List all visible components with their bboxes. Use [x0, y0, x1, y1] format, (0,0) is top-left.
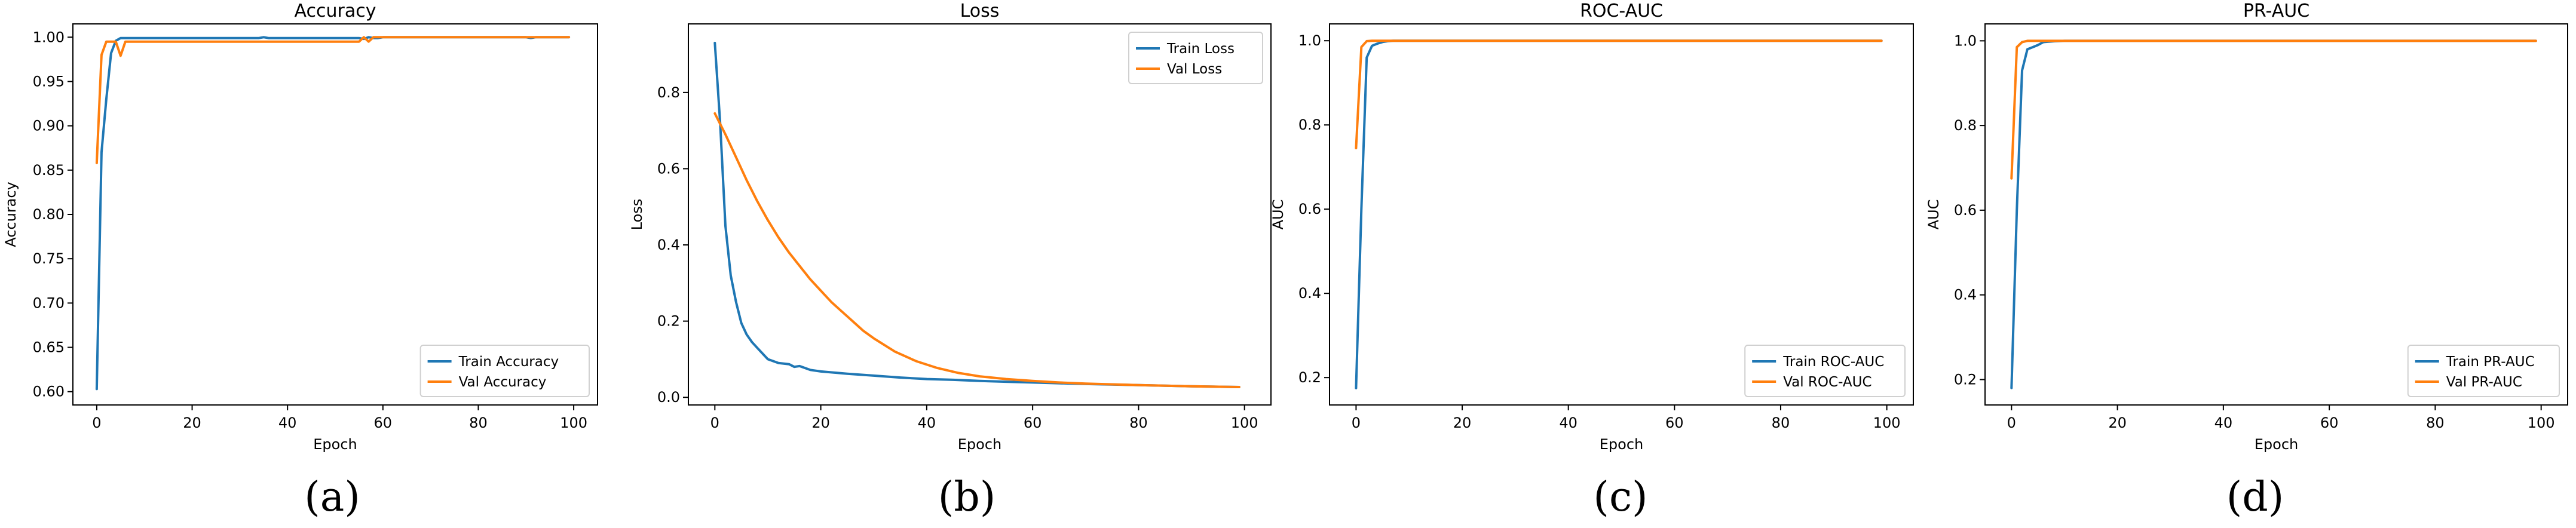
y-tick-label: 0.2 — [1298, 369, 1321, 386]
chart-panel-d: PR-AUC 0 20 40 60 80 100 0.2 0.4 0.6 0.8 1.0 Epoch AU… — [1925, 1, 2568, 521]
y-tick-label: 0.75 — [33, 250, 65, 267]
legend-box — [419, 345, 590, 397]
y-tick-label: 1.00 — [33, 29, 65, 45]
x-axis-label: Epoch — [2255, 436, 2299, 453]
x-tick-label: 100 — [1231, 415, 1258, 431]
y-tick-label: 0.0 — [657, 389, 680, 406]
y-tick-label: 0.6 — [1298, 201, 1321, 217]
legend-box — [2407, 345, 2560, 397]
y-tick-label: 1.0 — [1954, 32, 1977, 49]
x-tick-label: 0 — [1352, 415, 1361, 431]
panel-letter: (a) — [304, 474, 360, 521]
y-tick-label: 0.8 — [657, 84, 680, 101]
legend-box — [1128, 32, 1263, 84]
x-tick-label: 80 — [1129, 415, 1148, 431]
chart-title: PR-AUC — [2243, 1, 2309, 22]
y-tick-label: 0.70 — [33, 294, 65, 311]
legend-label-val: Val Loss — [1167, 62, 1222, 77]
y-tick-label: 0.8 — [1298, 116, 1321, 133]
x-tick-label: 100 — [1873, 415, 1901, 431]
chart-title: Accuracy — [295, 1, 376, 22]
y-axis-label: AUC — [1270, 199, 1287, 230]
x-tick-label: 0 — [710, 415, 719, 431]
series-line-val — [713, 112, 1240, 388]
y-tick-label: 0.4 — [1954, 287, 1977, 303]
x-tick-label: 100 — [2528, 415, 2555, 431]
series-line-val — [2010, 39, 2537, 180]
x-tick-label: 80 — [1772, 415, 1790, 431]
x-axis-label: Epoch — [313, 436, 357, 453]
legend: Train ROC-AUC Val ROC-AUC — [1744, 345, 1906, 397]
panel-letter: (b) — [938, 474, 996, 521]
x-tick-label: 80 — [2426, 415, 2445, 431]
y-tick-label: 0.85 — [33, 162, 65, 179]
legend-label-train: Train Accuracy — [458, 354, 559, 370]
x-tick-label: 60 — [2320, 415, 2339, 431]
y-tick-label: 0.6 — [1954, 202, 1977, 219]
y-tick-label: 0.6 — [657, 160, 680, 177]
chart-panel-b: Loss 0 20 40 60 80 100 0.0 0.2 0.4 0.6 0.8 Epoch Loss… — [629, 1, 1272, 521]
legend: Train Loss Val Loss — [1128, 32, 1263, 84]
x-tick-label: 80 — [469, 415, 488, 431]
plot-frame — [688, 23, 1272, 406]
plot-frame — [1329, 23, 1914, 406]
legend-label-val: Val Accuracy — [459, 374, 547, 390]
y-axis-label: Loss — [629, 199, 645, 231]
y-axis-label: AUC — [1925, 199, 1942, 230]
x-tick-label: 40 — [2214, 415, 2233, 431]
y-tick-label: 0.4 — [657, 237, 680, 253]
series-line-val — [95, 36, 571, 164]
y-axis-label: Accuracy — [2, 182, 19, 247]
x-tick-label: 0 — [92, 415, 101, 431]
chart-title: Loss — [960, 1, 1000, 22]
y-tick-label: 1.0 — [1298, 32, 1321, 49]
legend-box — [1744, 345, 1906, 397]
x-tick-label: 60 — [1665, 415, 1684, 431]
series-line-train — [95, 36, 571, 391]
x-tick-label: 60 — [374, 415, 393, 431]
y-tick-label: 0.2 — [1954, 371, 1977, 388]
x-tick-label: 40 — [278, 415, 297, 431]
y-tick-label: 0.4 — [1298, 285, 1321, 302]
chart-title: ROC-AUC — [1580, 1, 1663, 22]
y-tick-label: 0.2 — [657, 313, 680, 330]
x-tick-label: 20 — [1453, 415, 1472, 431]
x-tick-label: 20 — [811, 415, 830, 431]
series-line-train — [713, 41, 1240, 388]
legend: Train PR-AUC Val PR-AUC — [2407, 345, 2560, 397]
y-tick-label: 0.8 — [1954, 117, 1977, 134]
legend-label-train: Train PR-AUC — [2446, 354, 2535, 370]
legend-label-train: Train ROC-AUC — [1782, 354, 1884, 370]
legend-label-train: Train Loss — [1166, 41, 1235, 57]
panel-letter: (d) — [2226, 474, 2284, 521]
legend-label-val: Val ROC-AUC — [1783, 374, 1871, 390]
y-tick-label: 0.95 — [33, 73, 65, 90]
chart-panel-c: ROC-AUC 0 20 40 60 80 100 0.2 0.4 0.6 0.8 1.0 Epoch A… — [1270, 1, 1914, 521]
x-tick-label: 60 — [1024, 415, 1042, 431]
x-tick-label: 100 — [560, 415, 587, 431]
x-axis-label: Epoch — [1600, 436, 1644, 453]
chart-panel-a: Accuracy 0 20 40 60 80 100 0.60 0.65 0.70 0.75 0.80… — [2, 1, 598, 521]
y-tick-label: 0.80 — [33, 206, 65, 223]
x-tick-label: 20 — [2108, 415, 2127, 431]
plot-frame — [1984, 23, 2568, 406]
plot-frame — [72, 23, 598, 406]
x-tick-label: 40 — [918, 415, 936, 431]
legend: Train Accuracy Val Accuracy — [419, 345, 590, 397]
series-line-train — [2010, 39, 2537, 389]
x-tick-label: 0 — [2007, 415, 2016, 431]
x-axis-label: Epoch — [958, 436, 1002, 453]
series-line-val — [1355, 39, 1883, 149]
y-tick-label: 0.65 — [33, 339, 65, 356]
y-tick-label: 0.60 — [33, 383, 65, 400]
x-tick-label: 20 — [183, 415, 201, 431]
legend-label-val: Val PR-AUC — [2446, 374, 2522, 390]
series-line-train — [1355, 39, 1883, 389]
x-tick-label: 40 — [1559, 415, 1578, 431]
y-tick-label: 0.90 — [33, 118, 65, 134]
panel-letter: (c) — [1593, 474, 1647, 521]
